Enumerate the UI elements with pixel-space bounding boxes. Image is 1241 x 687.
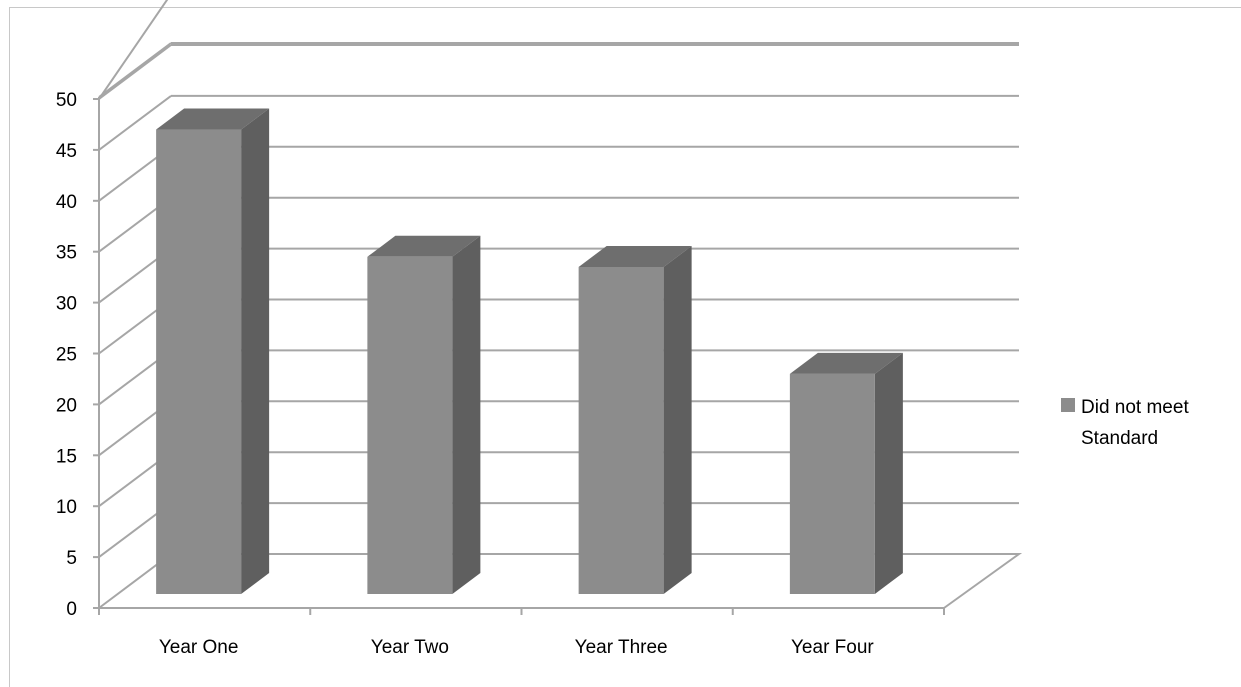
- y-tick-label-45: 45: [56, 141, 77, 162]
- y-tick-label-0: 0: [66, 599, 77, 620]
- y-tick-label-10: 10: [56, 497, 77, 518]
- bar-side-2: [663, 245, 692, 594]
- axes: [93, 97, 945, 615]
- y-tick-label-25: 25: [56, 345, 77, 366]
- legend-swatch: [1061, 398, 1075, 412]
- x-tick-label-2: Year Three: [575, 637, 668, 658]
- gridline-side-top: [98, 0, 169, 100]
- y-tick-label-15: 15: [56, 446, 77, 467]
- bar-top-3: [789, 352, 903, 374]
- bar-front-3: [789, 373, 875, 594]
- bar-year-two: [367, 235, 481, 595]
- y-tick-label-50: 50: [56, 90, 77, 111]
- legend-label-line-1: Did not meet: [1081, 397, 1189, 418]
- y-tick-label-35: 35: [56, 243, 77, 264]
- bar-side-3: [874, 352, 903, 594]
- bar-year-one: [156, 108, 270, 595]
- x-tick-label-0: Year One: [159, 637, 239, 658]
- y-tick-label-30: 30: [56, 294, 77, 315]
- bar-front-1: [367, 256, 453, 594]
- bar-side-0: [241, 108, 270, 594]
- bar-front-0: [156, 129, 242, 595]
- bars: [156, 108, 903, 595]
- legend: Did not meet Standard: [1061, 397, 1189, 449]
- tick-labels: 0 5 10 15 20 25 30 35 40 45 50 Year One Year Two Year…: [56, 90, 875, 658]
- bar-year-three: [578, 245, 692, 594]
- chart-frame: [9, 7, 1241, 687]
- gridline-side-ceiling: [98, 42, 172, 98]
- x-tick-label-3: Year Four: [791, 637, 874, 658]
- y-tick-label-5: 5: [66, 548, 77, 569]
- x-tick-label-1: Year Two: [371, 637, 449, 658]
- bar-top-0: [156, 108, 270, 130]
- bar-top-1: [367, 235, 481, 257]
- gridline-side-50: [98, 44, 172, 100]
- y-tick-label-20: 20: [56, 395, 77, 416]
- bar-front-2: [578, 266, 664, 594]
- bar-top-2: [578, 245, 692, 267]
- legend-label-line-2: Standard: [1081, 428, 1158, 449]
- bar-side-1: [452, 235, 481, 595]
- gridline-side-45: [98, 95, 172, 151]
- bar-year-four: [789, 352, 903, 594]
- y-tick-label-40: 40: [56, 192, 77, 213]
